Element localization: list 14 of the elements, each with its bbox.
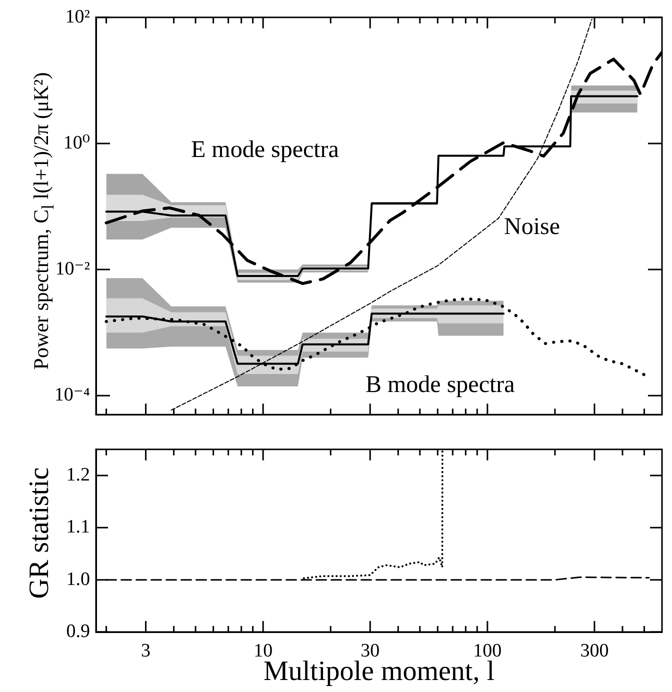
y-tick-label: 10⁻²	[55, 258, 90, 280]
y-tick-label: 1.1	[66, 516, 90, 538]
y-tick-label: 1.2	[66, 464, 90, 486]
y-tick-label: 1.0	[66, 568, 90, 590]
y-tick-label: 0.9	[66, 620, 90, 642]
x-tick-label: 300	[580, 640, 609, 662]
y-axis-title: GR statistic	[24, 466, 55, 598]
annotation: Noise	[504, 214, 560, 240]
y-tick-label: 10⁰	[63, 132, 90, 154]
y-tick-label: 10²	[65, 6, 90, 28]
x-tick-label: 3	[141, 640, 151, 662]
annotation: E mode spectra	[191, 137, 339, 163]
annotation: B mode spectra	[366, 372, 515, 398]
y-tick-label: 10⁻⁴	[54, 384, 90, 406]
